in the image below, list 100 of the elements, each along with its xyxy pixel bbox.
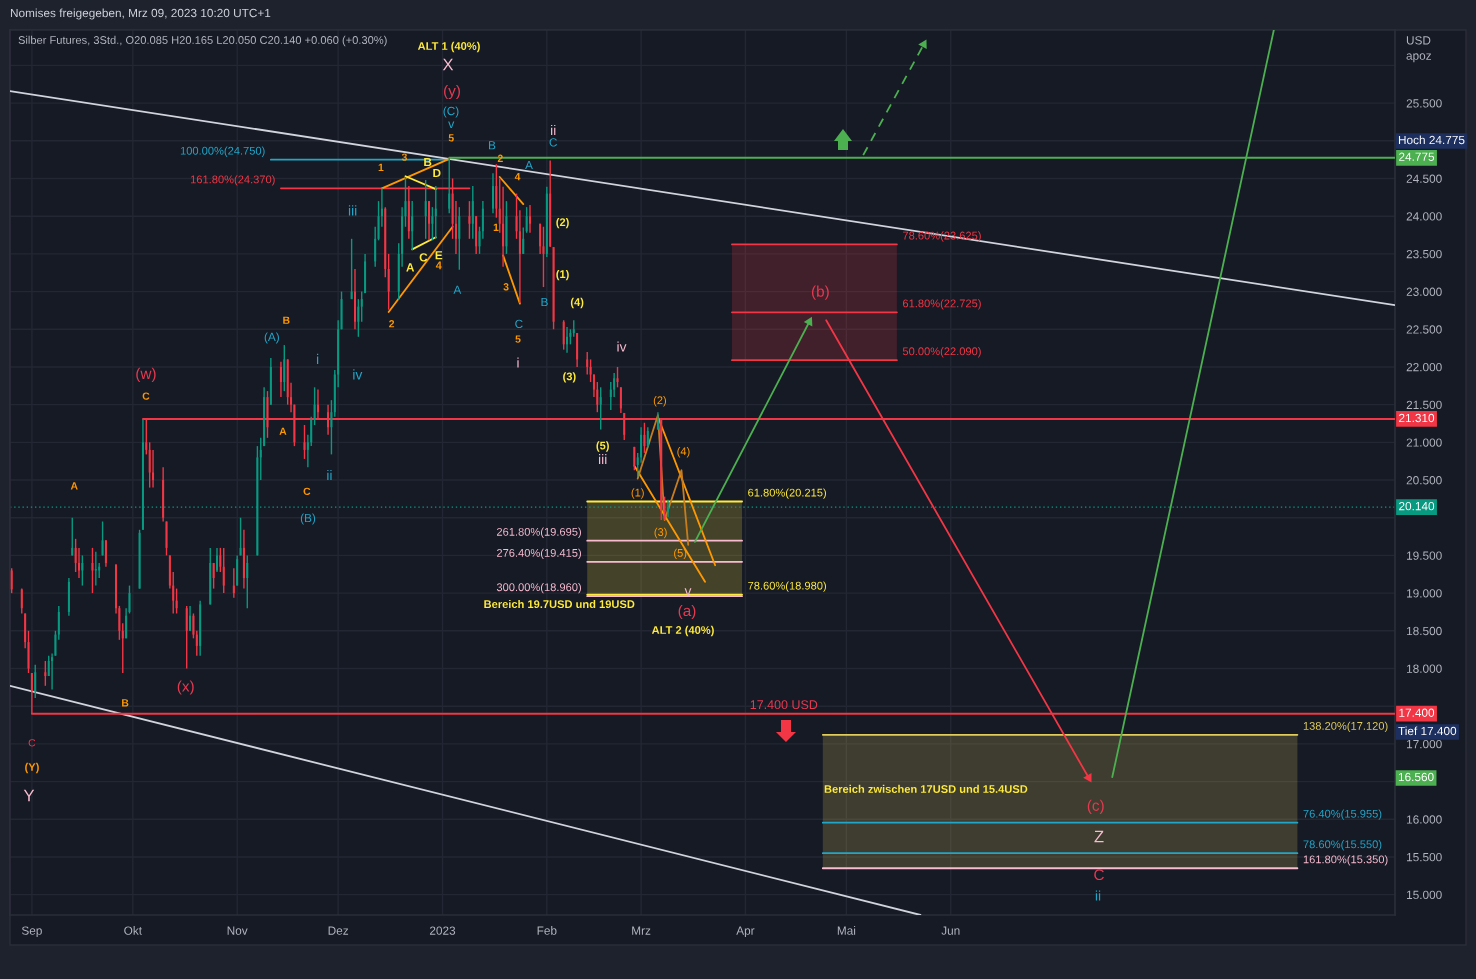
candlestick — [118, 605, 121, 641]
x-tick-label: Mai — [837, 926, 856, 935]
candlestick — [222, 547, 225, 594]
x-tick-label: Mrz — [632, 926, 651, 935]
annotation: Bereich zwischen 17USD und 15.4USD — [824, 784, 1028, 793]
candlestick — [633, 446, 636, 471]
candlestick — [619, 386, 622, 414]
annotation: 3 — [401, 153, 407, 161]
candlestick — [34, 664, 37, 699]
annotation: C — [28, 739, 36, 747]
annotation: B — [424, 157, 432, 167]
annotation: i — [316, 353, 319, 364]
candlestick — [663, 495, 666, 521]
candlestick — [491, 172, 494, 214]
annotation: C — [303, 487, 311, 496]
x-tick-label: Sep — [21, 926, 42, 938]
data-label: 161.80%(15.350) — [1303, 855, 1388, 866]
annotation: (5) — [674, 548, 687, 560]
annotation: ALT 1 (40%) — [417, 41, 480, 53]
chart-title: Nomises freigegeben, Mrz 09, 2023 10:20 UTC+1 — [10, 8, 271, 20]
candlestick — [646, 426, 649, 449]
candlestick — [239, 517, 242, 557]
y-tick-label: 16.000 — [1407, 815, 1442, 824]
candlestick — [165, 520, 168, 557]
x-tick-label: Feb — [537, 926, 557, 935]
annotation: (y) — [444, 84, 460, 100]
candlestick — [259, 437, 262, 481]
annotation: ALT 2 (40%) — [651, 625, 714, 637]
candlestick — [44, 660, 47, 687]
data-label: 21.310 — [1399, 413, 1435, 423]
y-tick-label: 18.500 — [1407, 626, 1442, 636]
annotation: (x) — [177, 680, 194, 695]
annotation: iv — [617, 341, 627, 352]
annotation: ii — [1095, 890, 1101, 901]
data-label: 24.775 — [1399, 152, 1435, 161]
annotation: A — [525, 160, 533, 170]
x-tick-label: Nov — [227, 926, 248, 935]
candlestick — [71, 517, 74, 557]
candlestick — [27, 630, 30, 674]
annotation: (5) — [596, 441, 609, 452]
y-tick-label: 24.000 — [1406, 212, 1442, 221]
candlestick — [104, 539, 107, 568]
candlestick — [189, 605, 192, 632]
annotation: (c) — [1087, 799, 1104, 814]
annotation: (a) — [678, 604, 696, 620]
candlestick — [340, 290, 343, 330]
candlestick — [552, 246, 555, 330]
x-tick-label: Okt — [124, 926, 142, 935]
annotation: (1) — [631, 488, 644, 499]
candlestick — [539, 223, 542, 255]
point — [803, 316, 813, 327]
candlestick — [431, 206, 434, 242]
y-tick-label: 19.500 — [1407, 551, 1442, 560]
candlestick — [185, 605, 188, 670]
candlestick — [387, 253, 390, 311]
data-label: 61.80%(22.725) — [902, 299, 981, 310]
annotation: X — [442, 58, 454, 71]
candlestick — [20, 587, 23, 615]
annotation: B — [122, 699, 129, 707]
annotation: ii — [551, 124, 556, 135]
candlestick — [283, 344, 286, 392]
y-tick-label: 19.000 — [1407, 589, 1442, 598]
candlestick — [640, 426, 643, 464]
annotation: B — [283, 316, 290, 324]
annotation: (C) — [443, 106, 459, 118]
candlestick — [562, 319, 565, 351]
annotation: D — [433, 168, 441, 178]
annotation: (Y) — [25, 762, 39, 774]
x-tick-label: Dez — [328, 926, 349, 935]
annotation: Z — [1094, 830, 1104, 843]
x-tick-label: Jun — [941, 926, 960, 935]
annotation: (w) — [136, 367, 156, 383]
candlestick — [495, 163, 498, 219]
candlestick — [246, 554, 249, 609]
text: 16.560 — [1398, 772, 1434, 782]
candlestick — [172, 571, 175, 615]
candlestick — [428, 200, 431, 242]
candlestick — [374, 226, 377, 268]
annotation: A — [70, 482, 78, 490]
candlestick — [586, 351, 589, 376]
y-tick-label: 15.000 — [1407, 890, 1442, 900]
candlestick — [542, 226, 545, 288]
annotation: v — [684, 588, 692, 596]
annotation: C — [419, 253, 428, 262]
candlestick — [471, 185, 474, 240]
annotation: B — [541, 297, 548, 307]
annotation: iii — [348, 205, 357, 216]
annotation: v — [448, 121, 455, 129]
annotation: (2) — [653, 396, 666, 407]
candlestick — [232, 567, 235, 599]
y-tick-label: 25.500 — [1406, 99, 1442, 108]
annotation: (3) — [563, 372, 576, 383]
data-label: 100.00%(24.750) — [180, 146, 265, 157]
candlestick — [138, 529, 141, 590]
candlestick — [279, 360, 282, 398]
candlestick — [518, 209, 521, 304]
y-axis-title: USD apoz — [1406, 36, 1432, 63]
candlestick — [360, 290, 363, 323]
annotation: E — [435, 251, 443, 260]
y-tick-label: 22.000 — [1406, 363, 1442, 372]
